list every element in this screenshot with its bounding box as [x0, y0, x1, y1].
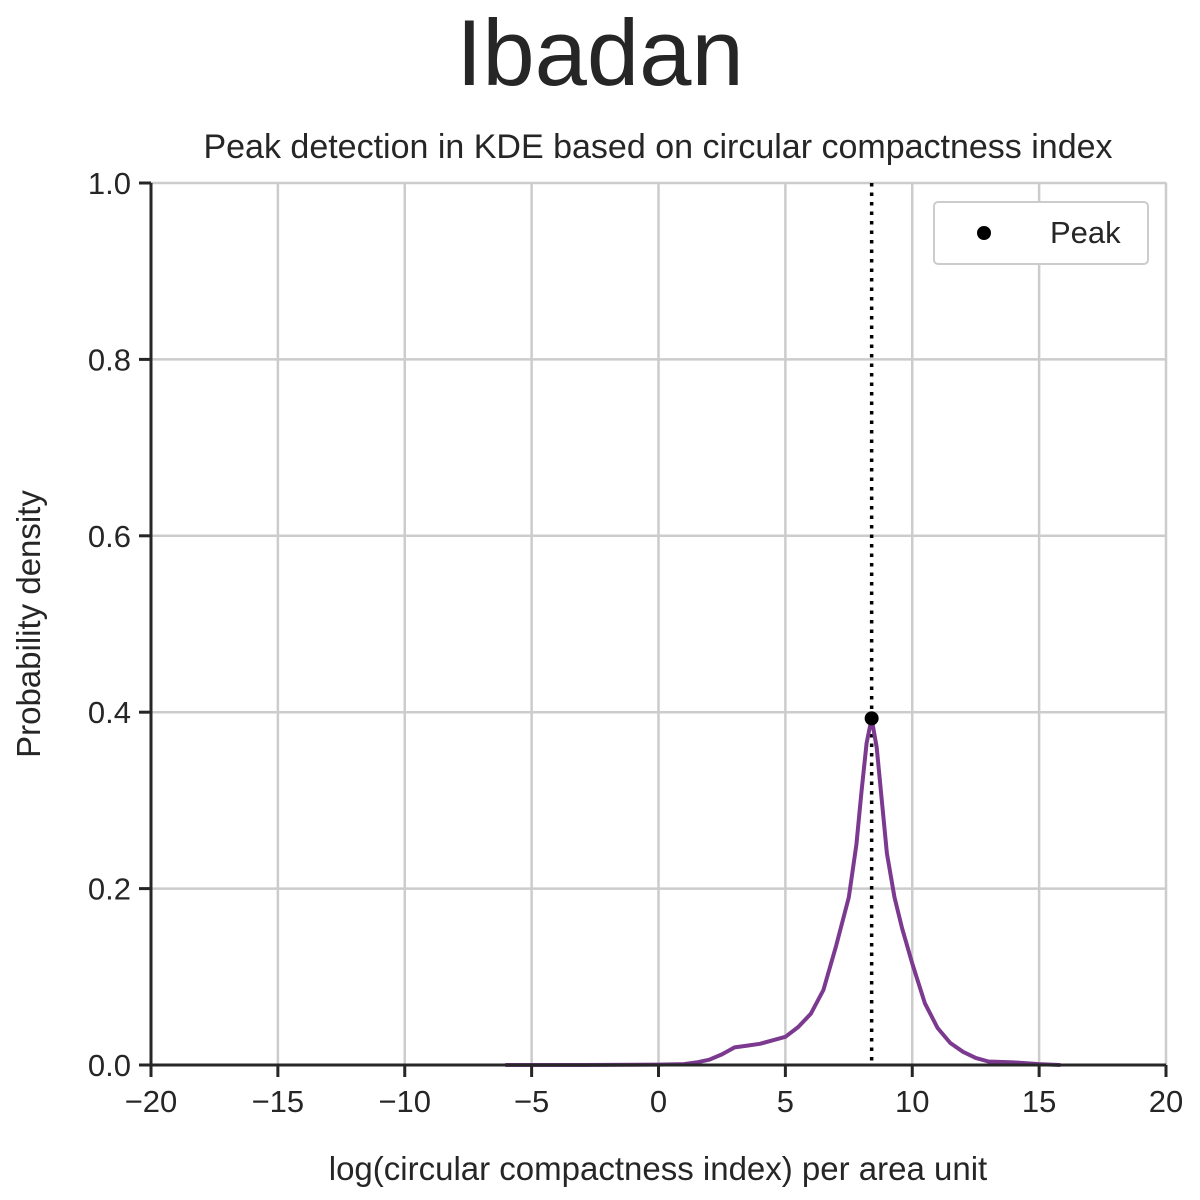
x-tick-label: 5 — [777, 1084, 794, 1119]
x-tick-label: −20 — [125, 1084, 178, 1119]
x-tick-label: −5 — [514, 1084, 549, 1119]
y-tick-label: 0.2 — [88, 872, 131, 907]
x-axis-label: log(circular compactness index) per area… — [329, 1150, 987, 1187]
chart-title: Ibadan — [456, 0, 744, 105]
x-tick-label: 15 — [1022, 1084, 1056, 1119]
legend-peak-label: Peak — [1050, 215, 1121, 250]
x-axis-ticks: −20 −15 −10 −5 0 5 10 15 20 — [125, 1065, 1183, 1119]
x-tick-label: −15 — [252, 1084, 305, 1119]
x-tick-label: 20 — [1149, 1084, 1183, 1119]
series-layer — [504, 711, 1062, 1067]
y-tick-label: 0.0 — [88, 1048, 131, 1083]
grid-lines — [149, 181, 1168, 1067]
legend-peak-marker — [977, 226, 991, 240]
y-axis-label: Probability density — [10, 490, 47, 758]
y-tick-label: 0.6 — [88, 519, 131, 554]
legend: Peak — [933, 201, 1149, 265]
y-tick-label: 0.4 — [88, 695, 131, 730]
chart-subtitle: Peak detection in KDE based on circular … — [203, 128, 1112, 166]
x-tick-label: −10 — [378, 1084, 431, 1119]
y-tick-label: 0.8 — [88, 342, 131, 377]
y-tick-label: 1.0 — [88, 166, 131, 201]
kde-line — [504, 716, 1062, 1067]
y-axis-ticks: 0.0 0.2 0.4 0.6 0.8 1.0 — [88, 166, 151, 1083]
peak-point — [864, 711, 879, 726]
legend-box — [933, 201, 1149, 265]
x-tick-label: 10 — [895, 1084, 929, 1119]
x-tick-label: 0 — [650, 1084, 667, 1119]
